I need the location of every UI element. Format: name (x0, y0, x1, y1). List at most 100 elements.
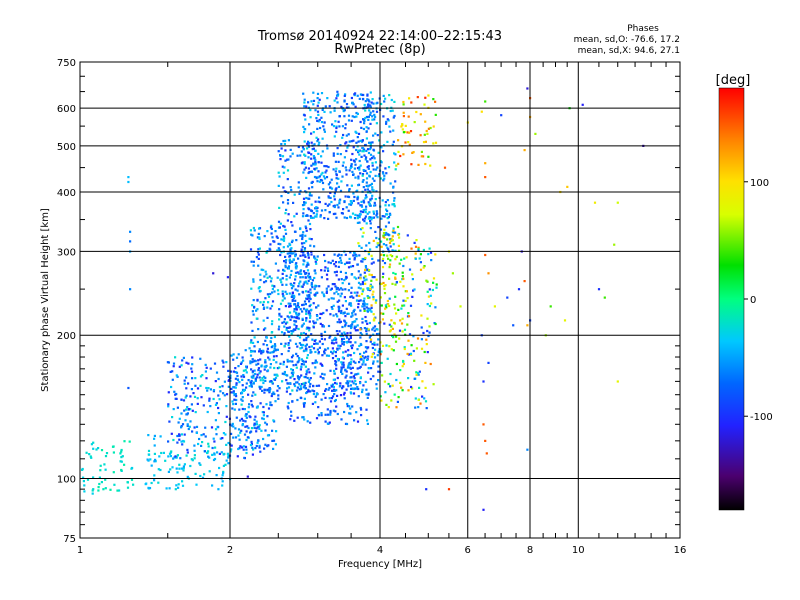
data-point (340, 370, 343, 373)
data-point (83, 484, 86, 487)
data-point (425, 129, 428, 133)
data-point (390, 237, 393, 240)
data-point (317, 113, 320, 116)
data-point (362, 201, 366, 204)
data-point (360, 155, 363, 158)
data-point (364, 211, 367, 214)
data-point (272, 240, 275, 243)
chart-title: Tromsø 20140924 22:14:00–22:15:43 (257, 29, 502, 44)
data-point (195, 431, 198, 434)
data-point (250, 400, 253, 403)
data-point (402, 131, 405, 134)
data-point (349, 407, 352, 410)
data-point (248, 403, 251, 406)
data-point (393, 333, 396, 336)
data-point (368, 190, 371, 193)
colorbar (718, 87, 745, 511)
data-point (271, 287, 274, 291)
data-point (348, 405, 351, 408)
data-point (289, 248, 292, 251)
data-point (337, 253, 341, 256)
data-point (370, 304, 373, 307)
data-point (369, 122, 372, 125)
data-point (255, 317, 258, 320)
data-point (300, 242, 304, 245)
data-point (298, 192, 301, 195)
data-point (316, 110, 320, 113)
data-point (331, 123, 334, 126)
data-point (366, 268, 369, 271)
data-point (613, 243, 616, 246)
data-point (344, 315, 347, 318)
data-point (255, 430, 258, 433)
data-point (247, 410, 250, 414)
data-point (340, 180, 343, 183)
data-point (205, 377, 208, 380)
data-point (334, 170, 337, 173)
data-point (214, 380, 217, 383)
data-point (234, 367, 237, 370)
data-point (256, 406, 259, 409)
data-point (295, 308, 298, 311)
data-point (294, 278, 297, 281)
data-point (284, 159, 287, 162)
data-point (369, 91, 372, 94)
data-point (363, 271, 366, 274)
data-point (262, 405, 265, 409)
data-point (252, 313, 255, 316)
data-point (506, 296, 509, 299)
data-point (289, 252, 292, 255)
data-point (357, 281, 361, 284)
data-point (350, 304, 353, 307)
data-point (339, 320, 342, 323)
data-point (392, 203, 395, 206)
data-point (251, 405, 254, 408)
data-point (335, 187, 338, 190)
data-point (240, 417, 243, 420)
data-point (259, 379, 262, 382)
data-point (426, 303, 429, 306)
data-point (262, 381, 265, 385)
data-point (337, 120, 340, 123)
data-point (283, 320, 286, 323)
data-point (300, 150, 303, 153)
data-point (357, 387, 360, 391)
data-point (387, 303, 390, 306)
data-point (380, 304, 383, 307)
data-point (309, 291, 312, 294)
data-point (300, 363, 303, 366)
data-point (304, 201, 307, 204)
data-point (286, 405, 289, 408)
data-point (384, 233, 387, 236)
data-point (487, 361, 490, 364)
data-point (401, 304, 404, 307)
data-point (238, 447, 241, 450)
data-point (366, 106, 369, 109)
data-point (400, 322, 404, 325)
data-point (312, 212, 315, 215)
data-point (378, 321, 381, 325)
data-point (356, 367, 359, 370)
data-point (364, 197, 367, 200)
data-point (327, 324, 331, 328)
data-point (410, 385, 413, 389)
data-point (422, 248, 425, 252)
data-point (365, 137, 368, 140)
data-point (330, 350, 333, 353)
data-point (345, 334, 348, 337)
data-point (348, 188, 351, 191)
data-point (207, 455, 210, 458)
data-point (323, 373, 326, 376)
data-point (311, 286, 314, 289)
data-point (352, 199, 355, 202)
data-point (393, 152, 396, 155)
data-point (98, 482, 101, 486)
data-point (356, 221, 359, 224)
data-point (255, 420, 258, 423)
data-point (406, 323, 409, 326)
data-point (382, 115, 385, 118)
data-point (92, 476, 95, 479)
data-point (413, 377, 416, 380)
data-point (346, 405, 349, 408)
data-point (277, 328, 280, 331)
